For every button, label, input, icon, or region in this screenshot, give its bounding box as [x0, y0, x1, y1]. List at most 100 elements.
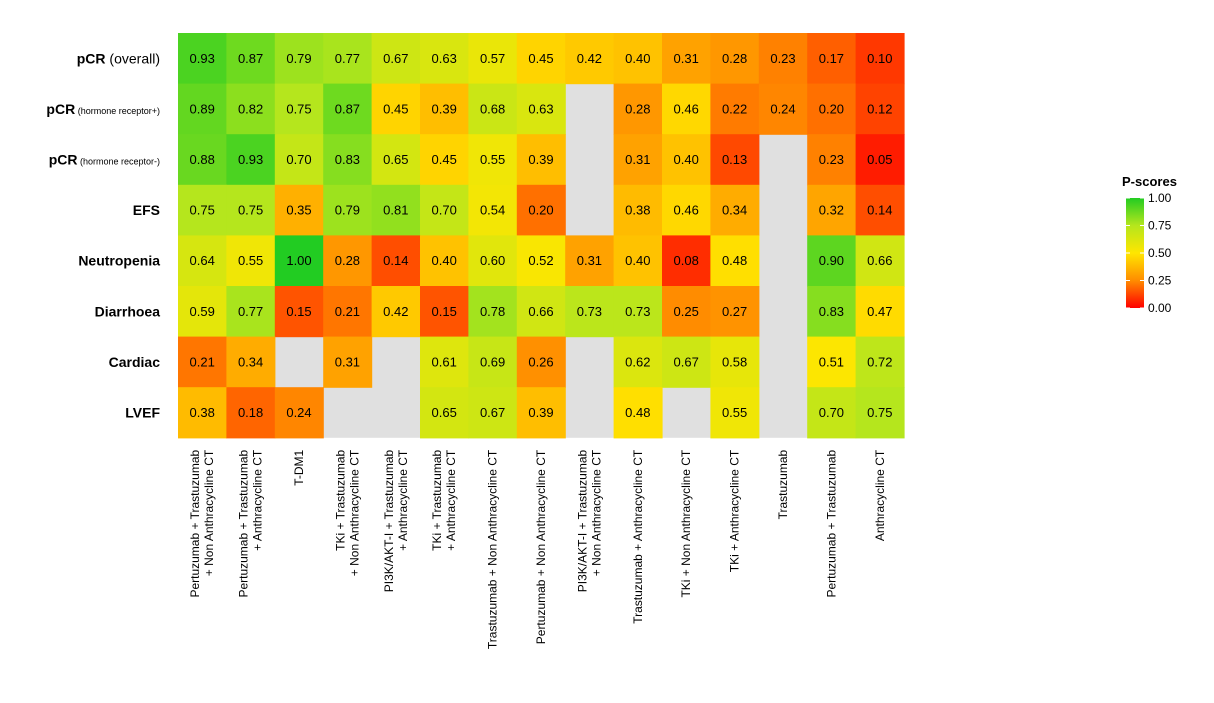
cell-value-label: 0.28	[625, 101, 650, 116]
column-label: Trastuzumab	[776, 449, 790, 519]
heatmap-cell	[710, 235, 760, 287]
cell-value-label: 0.27	[722, 304, 747, 319]
column-label: Trastuzumab + Non Anthracycline CT	[486, 449, 500, 649]
heatmap-cell	[371, 235, 421, 287]
heatmap-cell	[758, 83, 808, 135]
cell-value-label: 0.39	[432, 101, 457, 116]
cell-value-label: 0.40	[674, 152, 699, 167]
column-label-line: + Non Anthracycline CT	[347, 449, 361, 576]
heatmap-cell	[371, 184, 421, 236]
cell-value-label: 0.87	[335, 101, 360, 116]
cell-value-label: 0.34	[238, 354, 263, 369]
cell-value-label: 0.70	[286, 152, 311, 167]
heatmap-cell	[662, 184, 711, 236]
heatmap-cell	[323, 235, 373, 287]
heatmap-cell	[226, 235, 276, 287]
heatmap-cell	[420, 134, 469, 186]
heatmap-cell	[710, 184, 760, 236]
cell-value-label: 0.75	[190, 203, 215, 218]
cell-value-label: 0.66	[528, 304, 553, 319]
heatmap-cell	[855, 336, 905, 388]
heatmap-cell	[855, 235, 905, 287]
column-label-line: + Anthracycline CT	[444, 449, 458, 551]
heatmap-cell	[710, 33, 760, 85]
cell-value-label: 0.32	[819, 203, 844, 218]
cell-value-label: 0.70	[432, 203, 457, 218]
cell-value-label: 0.51	[819, 354, 844, 369]
heatmap-cell	[274, 134, 324, 186]
heatmap-cell	[323, 134, 373, 186]
column-label: PI3K/AKT-I + Trastuzumab + Non Anthracycl…	[575, 449, 603, 592]
cell-value-label: 0.38	[625, 203, 650, 218]
cell-value-label: 0.22	[722, 101, 747, 116]
heatmap-cell	[226, 184, 276, 236]
heatmap-cell	[468, 387, 518, 439]
heatmap-cell	[613, 184, 663, 236]
heatmap-cell	[807, 286, 857, 338]
cell-value-label: 0.48	[625, 405, 650, 420]
cell-value-label: 0.57	[480, 51, 505, 66]
row-label: LVEF	[125, 405, 160, 421]
cell-value-label: 0.78	[480, 304, 505, 319]
heatmap-cell	[178, 336, 227, 388]
heatmap-cell	[371, 134, 421, 186]
heatmap-cell	[516, 184, 566, 236]
cell-value-label: 0.65	[432, 405, 457, 420]
heatmap-cell	[516, 83, 566, 135]
cell-value-label: 0.88	[190, 152, 215, 167]
heatmap-cell	[516, 235, 566, 287]
cell-value-label: 0.82	[238, 101, 263, 116]
cell-value-label: 0.81	[383, 203, 408, 218]
heatmap-cell	[807, 83, 857, 135]
heatmap-cell	[323, 286, 373, 338]
cell-value-label: 0.73	[625, 304, 650, 319]
heatmap-cell	[371, 286, 421, 338]
cell-value-label: 0.20	[819, 101, 844, 116]
heatmap-cell	[226, 134, 276, 186]
heatmap-cell	[274, 184, 324, 236]
column-label-line: + Non Anthracycline CT	[202, 449, 216, 576]
cell-value-label: 0.45	[383, 101, 408, 116]
cell-value-label: 0.90	[819, 253, 844, 268]
heatmap-cell	[807, 134, 857, 186]
heatmap-cell	[420, 336, 469, 388]
column-label: Pertuzumab + Trastuzumab + Non Anthracycl…	[188, 449, 216, 597]
heatmap-cell	[710, 336, 760, 388]
heatmap-cell	[807, 235, 857, 287]
column-label-line: Trastuzumab + Anthracycline CT	[631, 449, 645, 624]
cell-value-label: 0.87	[238, 51, 263, 66]
heatmap-cell	[662, 235, 711, 287]
cell-value-label: 0.93	[238, 152, 263, 167]
cell-value-label: 0.46	[674, 203, 699, 218]
heatmap-cell	[226, 286, 276, 338]
column-label: TKi + Trastuzumab + Anthracycline CT	[430, 449, 458, 551]
cell-value-label: 0.17	[819, 51, 844, 66]
heatmap-cell	[323, 184, 373, 236]
cell-value-label: 0.45	[528, 51, 553, 66]
cell-value-label: 0.79	[286, 51, 311, 66]
cell-value-label: 0.83	[819, 304, 844, 319]
cell-value-label: 0.93	[190, 51, 215, 66]
cell-value-label: 0.52	[528, 253, 553, 268]
cell-value-label: 0.75	[286, 101, 311, 116]
heatmap-cell	[226, 33, 276, 85]
cell-value-label: 0.67	[674, 354, 699, 369]
heatmap-cell	[855, 184, 905, 236]
cell-value-label: 0.40	[625, 253, 650, 268]
heatmap-cell	[178, 184, 227, 236]
cell-value-label: 0.35	[286, 203, 311, 218]
cell-value-label: 0.63	[528, 101, 553, 116]
column-label-line: Anthracycline CT	[873, 449, 887, 541]
heatmap-cell	[274, 83, 324, 135]
cell-value-label: 0.75	[238, 203, 263, 218]
heatmap-cell	[662, 286, 711, 338]
heatmap-cell	[565, 286, 615, 338]
cell-value-label: 0.68	[480, 101, 505, 116]
cell-value-label: 0.31	[625, 152, 650, 167]
cell-value-label: 0.39	[528, 152, 553, 167]
cell-value-label: 0.66	[867, 253, 892, 268]
heatmap-cell	[613, 134, 663, 186]
heatmap-cell	[758, 33, 808, 85]
heatmap-cell	[178, 387, 227, 439]
cell-value-label: 0.25	[674, 304, 699, 319]
